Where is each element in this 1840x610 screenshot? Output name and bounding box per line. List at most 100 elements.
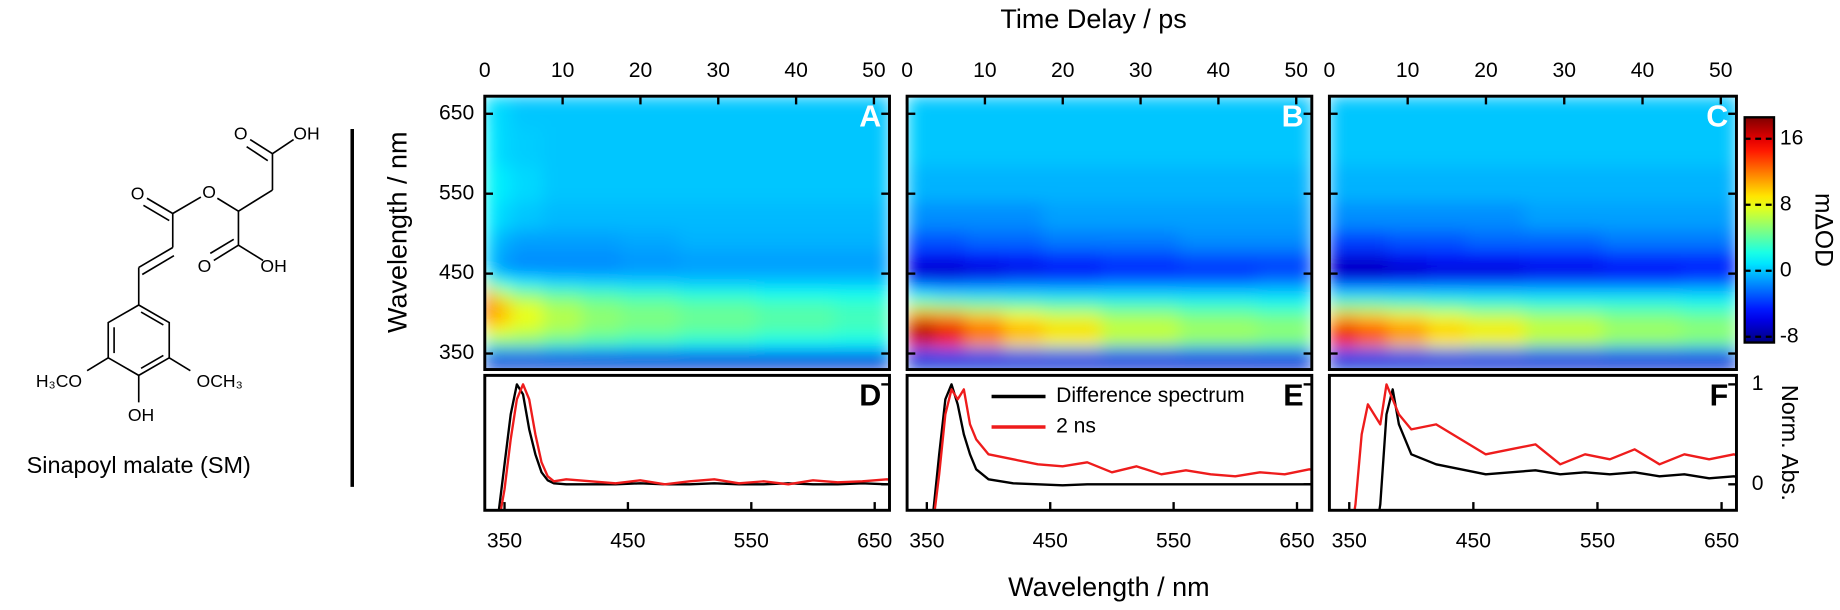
heatmap-cell bbox=[1524, 310, 1604, 325]
heatmap-cell bbox=[491, 275, 513, 289]
heatmap-area bbox=[907, 96, 1312, 370]
y-tick-label: 650 bbox=[439, 101, 474, 124]
x-tick-label: 20 bbox=[629, 59, 652, 82]
heatmap-cell bbox=[542, 229, 583, 251]
heatmap-cell bbox=[933, 263, 967, 277]
heatmap-cell bbox=[1356, 310, 1389, 325]
x-tick-label: 550 bbox=[1156, 530, 1191, 553]
heatmap-cell bbox=[834, 334, 890, 349]
heatmap-cell bbox=[1042, 346, 1103, 361]
heatmap-cell bbox=[1356, 125, 1389, 167]
bond bbox=[138, 246, 174, 269]
heatmap-cell bbox=[1101, 287, 1181, 301]
heatmap-cell bbox=[620, 125, 680, 167]
heatmap-cell bbox=[907, 96, 916, 127]
atom-label: H₃CO bbox=[36, 371, 82, 391]
colorbar bbox=[1743, 116, 1776, 344]
bond bbox=[143, 204, 170, 222]
heatmap-cell bbox=[678, 299, 758, 313]
heatmap-cell bbox=[1256, 125, 1312, 167]
heatmap-cell bbox=[1042, 229, 1103, 251]
heatmap-cell bbox=[933, 165, 967, 203]
heatmap-cell bbox=[620, 249, 680, 265]
heatmap-cell bbox=[542, 346, 583, 361]
heatmap-cell bbox=[1356, 165, 1389, 203]
bond bbox=[238, 244, 264, 262]
heatmap-cell bbox=[542, 201, 583, 231]
bond bbox=[168, 357, 191, 372]
heatmap-cell bbox=[1256, 299, 1312, 313]
heatmap-cell bbox=[1101, 165, 1181, 203]
heatmap-cell bbox=[1178, 165, 1258, 203]
heatmap-cell bbox=[933, 287, 967, 301]
heatmap-cell bbox=[1356, 249, 1389, 265]
heatmap-cell bbox=[933, 334, 967, 349]
heatmap-cells bbox=[484, 96, 890, 370]
heatmap-cell bbox=[1426, 229, 1467, 251]
heatmap-cell bbox=[620, 358, 680, 370]
atom-label: OH bbox=[128, 405, 154, 425]
heatmap-cell bbox=[1003, 334, 1044, 349]
heatmap-cell bbox=[1256, 96, 1312, 127]
heatmap-cell bbox=[1602, 299, 1683, 313]
heatmap-cell bbox=[1426, 249, 1467, 265]
heatmap-cell bbox=[1256, 275, 1312, 289]
heatmap-cell bbox=[1329, 229, 1338, 251]
x-tick-label: 30 bbox=[1553, 59, 1576, 82]
heatmap-cell bbox=[914, 358, 935, 370]
heatmap-cell bbox=[933, 125, 967, 167]
heatmap-cell bbox=[1101, 275, 1181, 289]
heatmap-cell bbox=[491, 299, 513, 313]
heatmap-cell bbox=[1356, 275, 1389, 289]
heatmap-cell bbox=[1178, 249, 1258, 265]
heatmap-cell bbox=[1681, 322, 1737, 337]
heatmap-cell bbox=[1329, 322, 1338, 337]
heatmap-cell bbox=[620, 165, 680, 203]
x-tick-label: 40 bbox=[1631, 59, 1654, 82]
colorbar-tick-label: -8 bbox=[1780, 324, 1799, 347]
heatmap-cell bbox=[914, 229, 935, 251]
heatmap-cell bbox=[1178, 346, 1258, 361]
heatmap-cell bbox=[1387, 346, 1428, 361]
heatmap-cell bbox=[484, 334, 494, 349]
heatmap-cell bbox=[1465, 346, 1526, 361]
heatmap-cell bbox=[907, 334, 916, 349]
heatmap-cell bbox=[1336, 346, 1358, 361]
atom-label: OH bbox=[293, 124, 319, 144]
heatmap-cell bbox=[1178, 334, 1258, 349]
heatmap-cell bbox=[581, 229, 622, 251]
heatmap-cell bbox=[907, 299, 916, 313]
heatmap-cell bbox=[1003, 299, 1044, 313]
heatmap-cell bbox=[511, 310, 544, 325]
heatmap-cell bbox=[834, 96, 890, 127]
heatmap-cell bbox=[1336, 229, 1358, 251]
series-line bbox=[499, 383, 890, 511]
heatmap-cell bbox=[1003, 310, 1044, 325]
heatmap-cell bbox=[834, 165, 890, 203]
heatmap-cell bbox=[511, 165, 544, 203]
y2-tick-label: 1 bbox=[1752, 372, 1764, 395]
heatmap-cell bbox=[542, 358, 583, 370]
top-x-axis-title: Time Delay / ps bbox=[1000, 4, 1186, 34]
x-tick-label: 550 bbox=[734, 530, 769, 553]
heatmap-cell bbox=[491, 263, 513, 277]
heatmap-cell bbox=[1042, 299, 1103, 313]
colorbar-tick-label: 0 bbox=[1780, 258, 1792, 281]
heatmap-cell bbox=[1329, 275, 1338, 289]
heatmap-cell bbox=[1336, 358, 1358, 370]
heatmap-cell bbox=[834, 275, 890, 289]
heatmap-cell bbox=[964, 263, 1005, 277]
heatmap-cell bbox=[620, 310, 680, 325]
heatmap-cell bbox=[1681, 310, 1737, 325]
heatmap-cell bbox=[620, 299, 680, 313]
heatmap-cell bbox=[1356, 358, 1389, 370]
heatmap-cell bbox=[1426, 310, 1467, 325]
heatmap-cell bbox=[491, 346, 513, 361]
heatmap-cell bbox=[581, 287, 622, 301]
bottom-x-axis-title: Wavelength / nm bbox=[1008, 572, 1209, 602]
heatmap-cell bbox=[1003, 125, 1044, 167]
panel-label: A bbox=[859, 100, 881, 134]
y-tick-label: 550 bbox=[439, 181, 474, 204]
heatmap-cell bbox=[1356, 96, 1389, 127]
